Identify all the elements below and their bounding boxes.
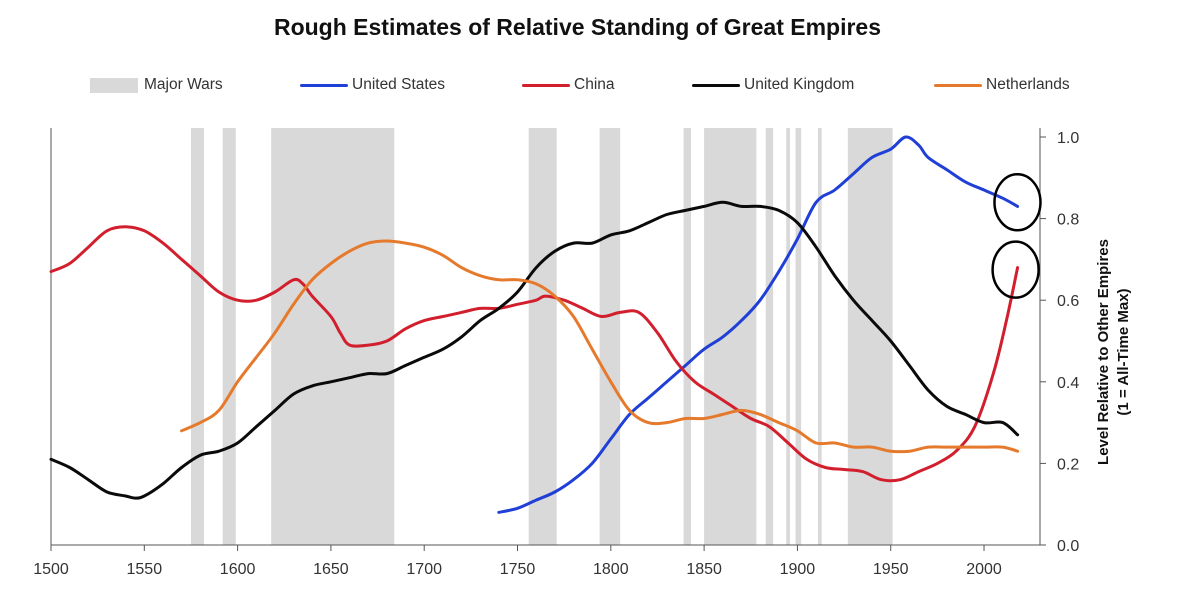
legend-swatch-netherlands <box>934 83 982 87</box>
war-band-1839-1843 <box>683 128 692 545</box>
x-tick-label-2000: 2000 <box>966 561 1002 578</box>
x-tick-label-1600: 1600 <box>220 561 256 578</box>
war-band-1899-1902 <box>795 128 802 545</box>
legend-swatch-china <box>522 83 570 87</box>
war-band-1911-1913 <box>817 128 822 545</box>
annotation-circle-1 <box>993 173 1042 232</box>
x-tick-label-1900: 1900 <box>780 561 816 578</box>
war-band-1618-1684 <box>271 128 395 545</box>
y-tick-label-0.0: 0.0 <box>1057 538 1079 555</box>
legend-label-major-wars: Major Wars <box>144 76 223 93</box>
series-line-china <box>49 225 1020 483</box>
legend-label-united-kingdom: United Kingdom <box>744 76 855 93</box>
y-tick-label-0.8: 0.8 <box>1057 212 1079 229</box>
x-tick-label-1500: 1500 <box>33 561 69 578</box>
series-line-netherlands <box>180 239 1020 454</box>
legend-swatch-major-wars <box>90 77 138 93</box>
x-tick-label-1950: 1950 <box>873 561 909 578</box>
x-tick-label-1750: 1750 <box>500 561 536 578</box>
war-band-1592-1599 <box>222 128 236 545</box>
annotation-circle-2 <box>991 240 1040 299</box>
war-band-1850-1878 <box>704 128 757 545</box>
legend-label-united-states: United States <box>352 76 446 93</box>
x-tick-label-1550: 1550 <box>127 561 163 578</box>
series-lines <box>49 135 1020 514</box>
series-line-united-states <box>497 135 1020 514</box>
legend-item-united-kingdom: United Kingdom <box>692 74 854 96</box>
legend-item-netherlands: Netherlands <box>934 74 1070 96</box>
y-tick-label-0.2: 0.2 <box>1057 456 1079 473</box>
legend-item-china: China <box>522 74 615 96</box>
chart-title: Rough Estimates of Relative Standing of … <box>273 14 882 40</box>
war-band-1794-1805 <box>599 128 621 545</box>
war-band-1894-1896 <box>786 128 790 545</box>
y-axis-label-line1: Level Relative to Other Empires <box>1095 239 1112 465</box>
y-tick-label-1.0: 1.0 <box>1057 130 1079 147</box>
war-band-1756-1771 <box>528 128 557 545</box>
legend-label-netherlands: Netherlands <box>986 76 1070 93</box>
legend-item-united-states: United States <box>300 74 445 96</box>
legend-label-china: China <box>574 76 615 93</box>
y-tick-label-0.4: 0.4 <box>1057 375 1079 392</box>
x-tick-label-1800: 1800 <box>593 561 629 578</box>
x-tick-label-1700: 1700 <box>406 561 442 578</box>
legend: Major Wars United States China United Ki… <box>0 74 1200 96</box>
y-tick-label-0.6: 0.6 <box>1057 293 1079 310</box>
y-axis-label-line2: (1 = All-Time Max) <box>1115 288 1132 415</box>
annotations <box>991 173 1042 299</box>
legend-swatch-united-kingdom <box>692 83 740 87</box>
y-ticks: 0.0 0.2 0.4 0.6 0.8 1.0 <box>1040 130 1079 555</box>
legend-swatch-united-states <box>300 83 348 87</box>
x-tick-label-1850: 1850 <box>686 561 722 578</box>
major-wars-bands <box>190 128 893 545</box>
war-band-1883-1887 <box>765 128 774 545</box>
war-band-1575-1582 <box>190 128 205 545</box>
x-ticks: 1500 1550 1600 1650 1700 1750 1800 1850 1900 1950… <box>33 545 1002 578</box>
x-tick-label-1650: 1650 <box>313 561 349 578</box>
legend-item-major-wars: Major Wars <box>90 74 223 96</box>
